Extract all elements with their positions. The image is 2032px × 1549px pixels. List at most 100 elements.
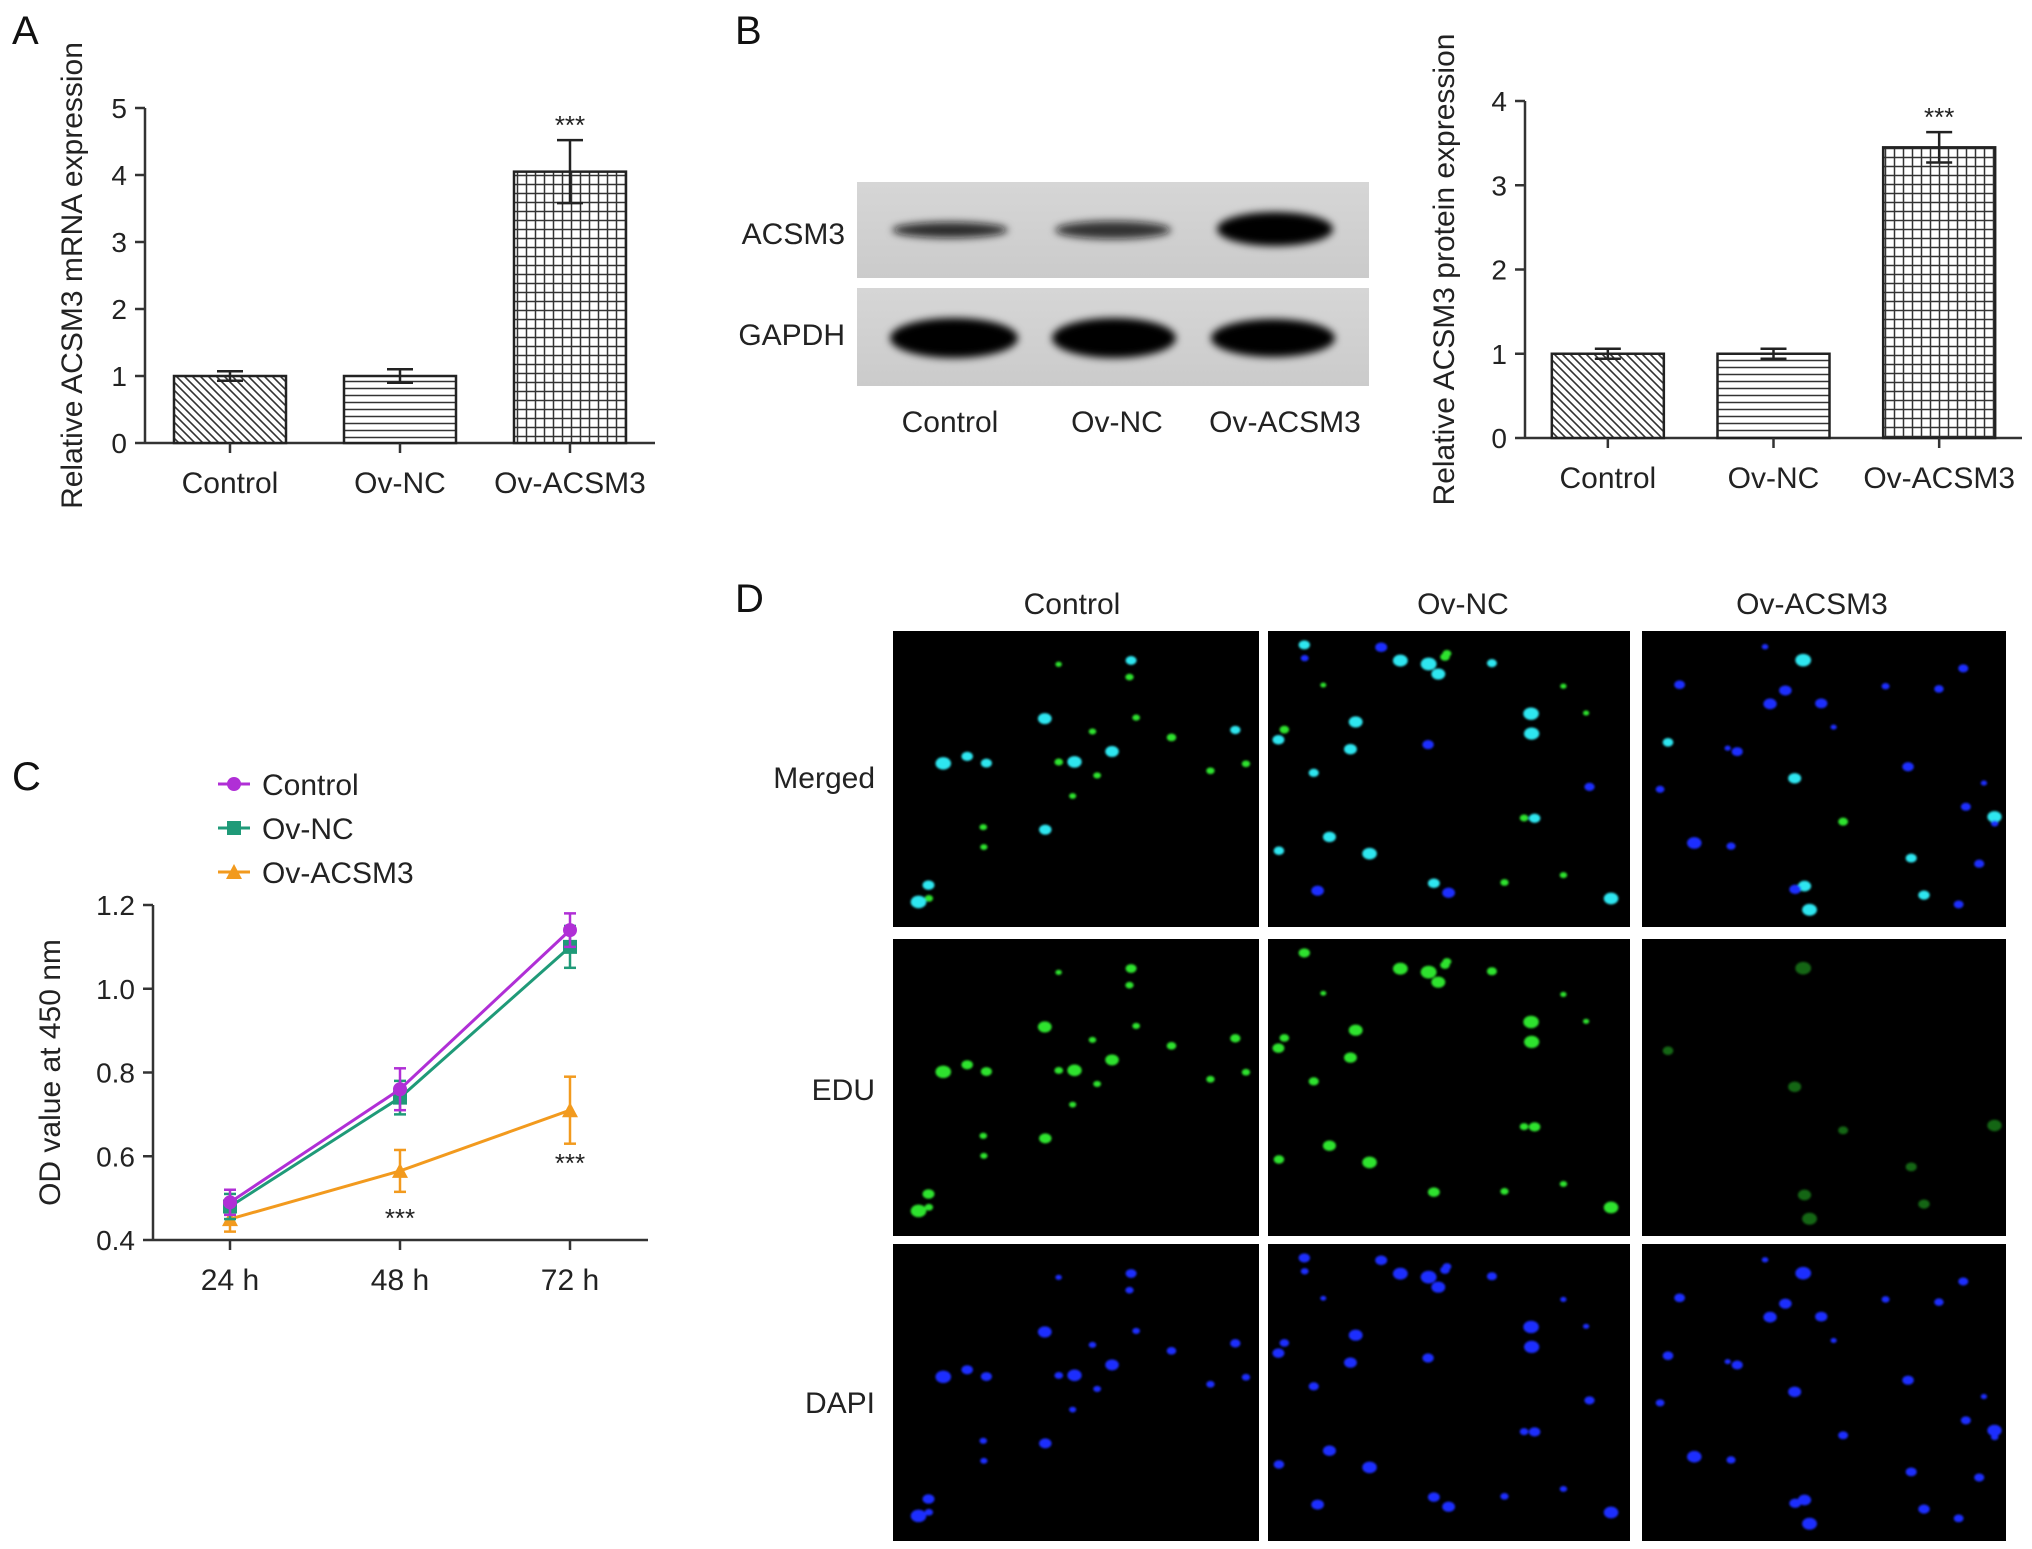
cell-nucleus bbox=[1724, 1359, 1731, 1365]
tile-background bbox=[1268, 939, 1630, 1236]
cell-nucleus bbox=[1486, 967, 1497, 976]
edu-col-label-ovacsm3: Ov-ACSM3 bbox=[1736, 588, 1888, 621]
cell-group bbox=[1272, 640, 1619, 905]
x-tick-label: Ov-ACSM3 bbox=[494, 467, 646, 500]
cell-nucleus bbox=[1584, 782, 1595, 791]
cell-nucleus bbox=[1440, 961, 1450, 969]
cell-nucleus bbox=[1125, 656, 1137, 665]
panel-label-b: B bbox=[735, 9, 762, 53]
edu-row-label-dapi: DAPI bbox=[805, 1387, 875, 1420]
cell-nucleus bbox=[910, 1509, 927, 1523]
cell-nucleus bbox=[1789, 1498, 1802, 1508]
cell-nucleus bbox=[1069, 1101, 1077, 1108]
cell-nucleus bbox=[1987, 1119, 2002, 1132]
cell-nucleus bbox=[1802, 1212, 1817, 1225]
y-tick-label: 3 bbox=[111, 227, 127, 258]
cell-nucleus bbox=[1375, 1255, 1388, 1266]
cell-nucleus bbox=[1320, 682, 1327, 688]
y-tick-label: 0.4 bbox=[96, 1225, 135, 1256]
data-point bbox=[392, 1162, 408, 1178]
tile-background bbox=[1268, 631, 1630, 927]
cell-nucleus bbox=[1311, 1499, 1324, 1510]
y-tick-label: 2 bbox=[111, 294, 127, 325]
cell-nucleus bbox=[1603, 1201, 1619, 1214]
cell-nucleus bbox=[1960, 802, 1971, 811]
cell-nucleus bbox=[1054, 1371, 1064, 1379]
tile-background bbox=[893, 939, 1259, 1236]
cell-nucleus bbox=[1918, 1199, 1930, 1209]
cell-nucleus bbox=[1322, 1445, 1336, 1456]
cell-nucleus bbox=[1344, 1052, 1357, 1063]
legend-label: Control bbox=[262, 769, 359, 802]
cell-nucleus bbox=[1422, 1353, 1434, 1363]
significance-label: *** bbox=[1924, 102, 1954, 132]
cell-nucleus bbox=[1603, 1506, 1619, 1519]
cell-nucleus bbox=[1802, 1517, 1817, 1530]
chart-a-mrna-expression: 0 1 2 3 4 5 Control Ov-NC Ov-ACSM3 *** Relative AC… bbox=[56, 42, 655, 509]
cell-nucleus bbox=[1687, 1450, 1702, 1463]
cell-nucleus bbox=[1308, 1077, 1319, 1086]
cell-nucleus bbox=[1322, 1140, 1336, 1151]
y-tick-label: 5 bbox=[111, 93, 127, 124]
cell-nucleus bbox=[1603, 892, 1619, 905]
blot-lane-label-ovnc: Ov-NC bbox=[1071, 406, 1163, 439]
cell-nucleus bbox=[1348, 1329, 1363, 1341]
cell-nucleus bbox=[1974, 1473, 1985, 1482]
cell-nucleus bbox=[1523, 1320, 1539, 1334]
cell-nucleus bbox=[1905, 853, 1917, 863]
tile-background bbox=[893, 1244, 1259, 1541]
y-tick-label: 1 bbox=[111, 361, 127, 392]
cell-nucleus bbox=[1974, 859, 1985, 868]
cell-nucleus bbox=[979, 1437, 988, 1444]
cell-nucleus bbox=[1987, 1424, 2002, 1437]
cell-nucleus bbox=[1724, 745, 1731, 751]
edu-row-label-edu: EDU bbox=[812, 1074, 875, 1107]
cell-nucleus bbox=[1560, 1296, 1567, 1302]
cell-nucleus bbox=[1655, 785, 1665, 793]
cell-group bbox=[1655, 1257, 2002, 1530]
cell-nucleus bbox=[1802, 903, 1817, 916]
cell-nucleus bbox=[980, 1152, 988, 1159]
cell-nucleus bbox=[1206, 1075, 1215, 1083]
cell-nucleus bbox=[1272, 734, 1285, 745]
data-point bbox=[562, 1102, 578, 1118]
x-tick-label: 48 h bbox=[371, 1264, 429, 1297]
cell-nucleus bbox=[1523, 727, 1540, 740]
cell-nucleus bbox=[1918, 890, 1930, 900]
cell-nucleus bbox=[961, 751, 973, 761]
cell-nucleus bbox=[1132, 714, 1141, 721]
cell-nucleus bbox=[924, 1203, 934, 1211]
cell-nucleus bbox=[1905, 1162, 1917, 1172]
cell-nucleus bbox=[1067, 756, 1082, 768]
x-tick-label: Ov-ACSM3 bbox=[1863, 462, 2015, 495]
x-tick-label: Ov-NC bbox=[354, 467, 446, 500]
cell-nucleus bbox=[1166, 1042, 1177, 1050]
cell-nucleus bbox=[961, 1365, 973, 1375]
tile-background bbox=[1268, 1244, 1630, 1541]
cell-nucleus bbox=[1440, 653, 1450, 661]
cell-nucleus bbox=[1987, 811, 2002, 823]
cell-nucleus bbox=[1838, 817, 1849, 826]
cell-nucleus bbox=[1662, 738, 1674, 747]
cell-nucleus bbox=[1674, 680, 1686, 690]
legend-marker bbox=[226, 864, 242, 879]
y-tick-label: 1 bbox=[1491, 339, 1507, 370]
cell-nucleus bbox=[1067, 1369, 1082, 1382]
data-point bbox=[223, 1195, 237, 1210]
cell-nucleus bbox=[1500, 879, 1509, 886]
cell-nucleus bbox=[1039, 1438, 1052, 1449]
cell-nucleus bbox=[1528, 1122, 1541, 1132]
tile-background bbox=[893, 631, 1259, 927]
fluorescence-tile-edu-control bbox=[893, 939, 1259, 1236]
fluorescence-tile-dapi-ov-nc bbox=[1268, 1244, 1630, 1541]
x-tick-label: 24 h bbox=[201, 1264, 259, 1297]
cell-nucleus bbox=[1069, 1406, 1077, 1413]
cell-nucleus bbox=[1582, 1018, 1590, 1024]
cell-nucleus bbox=[1311, 885, 1324, 896]
cell-nucleus bbox=[1761, 1257, 1769, 1263]
fluorescence-tile-merged-ov-acsm3 bbox=[1642, 631, 2006, 927]
cell-nucleus bbox=[1039, 824, 1052, 835]
cell-nucleus bbox=[1523, 1015, 1539, 1029]
cell-nucleus bbox=[1241, 1373, 1251, 1381]
cell-nucleus bbox=[1055, 661, 1062, 667]
